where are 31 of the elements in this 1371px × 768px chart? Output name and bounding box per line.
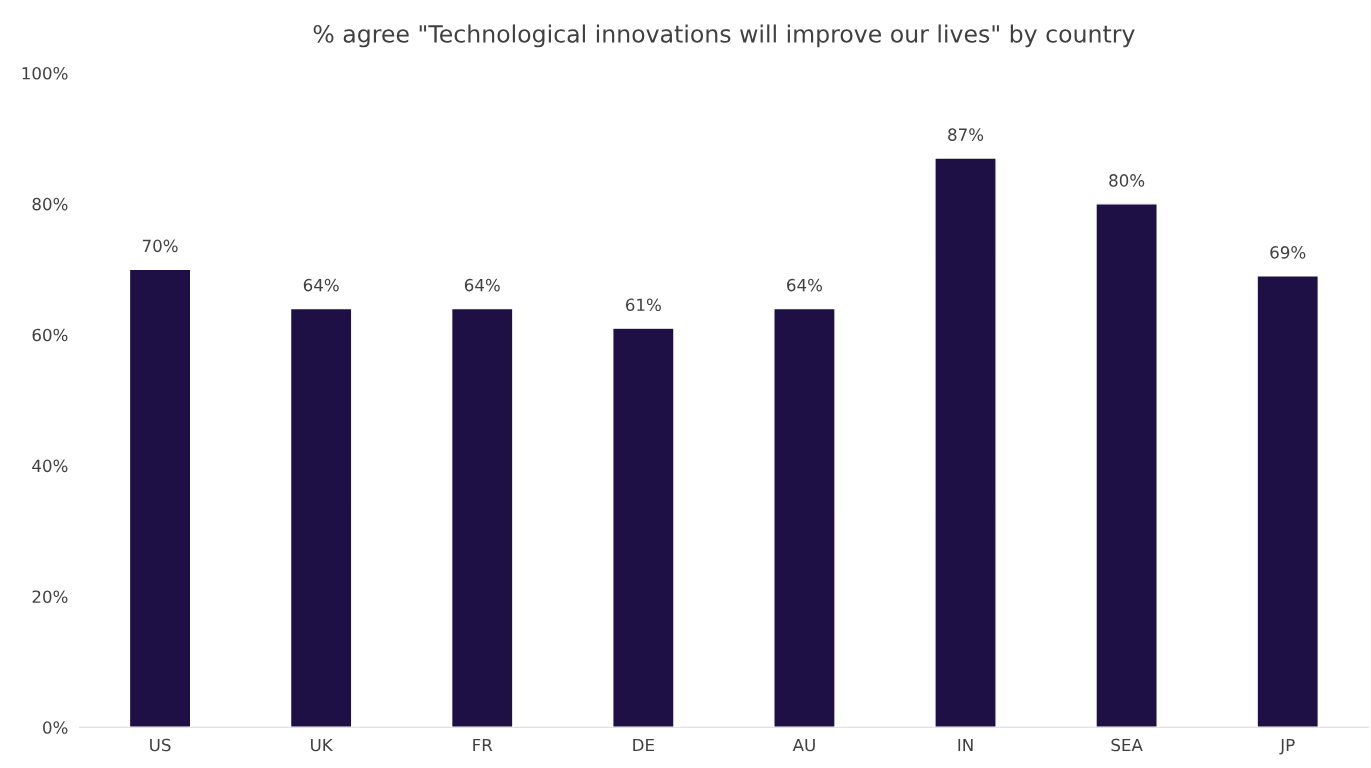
x-tick-label: US [150, 738, 171, 752]
data-label: 69% [1270, 246, 1306, 259]
y-tick-label: 100% [22, 66, 68, 80]
x-tick-label: JP [1279, 738, 1295, 755]
y-tick-label: 40% [32, 459, 68, 473]
x-tick-label: SEA [1111, 738, 1143, 752]
bar [289, 307, 353, 728]
bar [1256, 275, 1320, 728]
data-label: 64% [787, 278, 823, 292]
chart-title: % agree "Technological innovations will improve our lives" by country [313, 24, 1135, 48]
data-label: 80% [1109, 174, 1145, 187]
bar [934, 157, 997, 728]
data-label: 87% [948, 128, 984, 141]
bar [1095, 203, 1158, 728]
data-label: 70% [142, 239, 178, 253]
x-tick-label: UK [311, 738, 334, 752]
x-tick-label: IN [958, 738, 973, 752]
y-tick-label: 20% [32, 590, 68, 603]
bar [450, 307, 514, 728]
data-label: 61% [625, 298, 661, 312]
y-tick-label: 80% [32, 197, 68, 211]
x-tick-label: FR [473, 738, 493, 752]
bar [612, 327, 675, 728]
bar [128, 268, 192, 728]
data-label: 64% [464, 278, 500, 292]
y-tick-label: 60% [32, 328, 68, 342]
bar [773, 307, 836, 728]
x-tick-label: DE [633, 738, 654, 752]
y-tick-label: 0% [43, 721, 68, 734]
x-tick-label: AU [792, 738, 815, 752]
data-label: 64% [303, 278, 339, 292]
